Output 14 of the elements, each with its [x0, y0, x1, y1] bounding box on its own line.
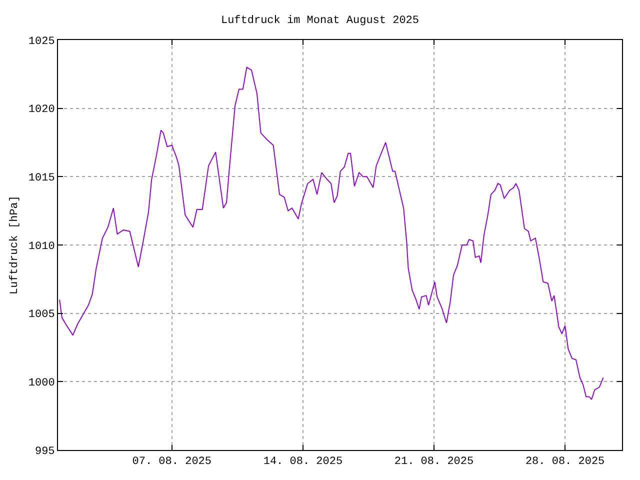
- x-tick-label: 21. 08. 2025: [394, 456, 474, 468]
- x-tick-label: 14. 08. 2025: [263, 456, 343, 468]
- chart-title: Luftdruck im Monat August 2025: [220, 15, 420, 28]
- x-tick-label: 07. 08. 2025: [132, 456, 212, 468]
- y-axis-title: Luftdruck [hPa]: [9, 195, 22, 295]
- x-tick-label: 28. 08. 2025: [525, 456, 605, 468]
- y-tick-label: 1010: [28, 240, 55, 253]
- y-tick-label: 995: [34, 446, 55, 458]
- y-tick-label: 1000: [28, 378, 55, 390]
- y-tick-label: 1005: [28, 309, 55, 322]
- y-tick-label: 1015: [28, 172, 55, 185]
- y-tick-label: 1025: [28, 36, 55, 48]
- line-series: [59, 66, 604, 400]
- y-tick-label: 1020: [28, 104, 55, 116]
